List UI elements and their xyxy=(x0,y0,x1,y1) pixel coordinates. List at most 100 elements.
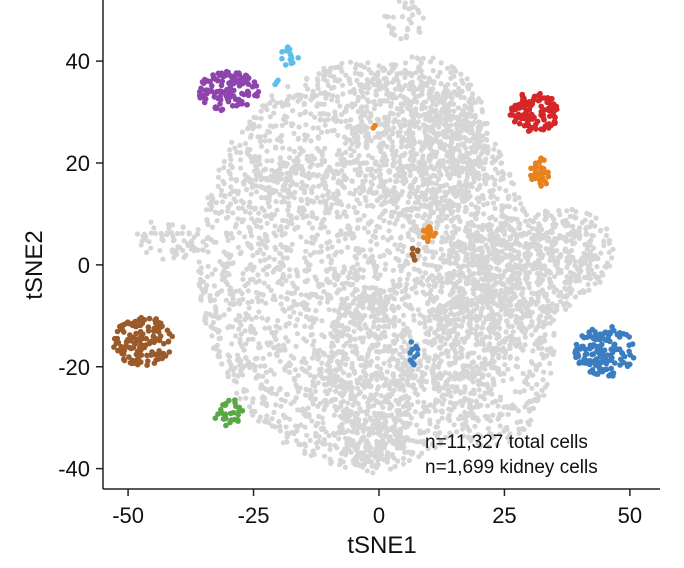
background-cell-point xyxy=(401,117,407,123)
background-cell-point xyxy=(365,99,372,105)
background-cell-point xyxy=(340,350,346,356)
background-cell-point xyxy=(517,221,523,227)
background-cell-point xyxy=(322,352,328,358)
background-cell-point xyxy=(539,227,545,233)
background-cell-point xyxy=(334,152,340,158)
background-cell-point xyxy=(492,254,498,260)
background-cell-point xyxy=(497,325,503,331)
background-cell-point xyxy=(410,98,416,105)
background-cell-point xyxy=(341,185,347,191)
background-cell-point xyxy=(181,238,187,244)
background-cell-point xyxy=(264,158,270,164)
background-cell-point xyxy=(388,235,394,241)
background-cell-point xyxy=(210,319,216,326)
background-cell-point xyxy=(490,193,496,199)
background-cell-point xyxy=(361,368,367,374)
background-cell-point xyxy=(447,292,453,298)
background-cell-point xyxy=(428,211,434,217)
background-cell-point xyxy=(341,109,348,115)
background-cell-point xyxy=(250,396,256,402)
background-cell-point xyxy=(492,166,499,172)
background-cell-point xyxy=(264,340,270,346)
background-cell-point xyxy=(549,243,555,250)
background-cell-point xyxy=(397,429,404,435)
background-cell-point xyxy=(309,418,315,424)
background-cell-point xyxy=(321,216,327,222)
background-cell-point xyxy=(598,250,604,256)
background-cell-point xyxy=(540,304,546,310)
background-cell-point xyxy=(200,239,206,245)
background-cell-point xyxy=(430,239,436,245)
background-cell-point xyxy=(255,168,261,174)
background-cell-point xyxy=(272,144,279,150)
background-cell-point xyxy=(476,367,482,373)
background-cell-point xyxy=(523,241,529,247)
background-cell-point xyxy=(471,277,477,283)
background-cell-point xyxy=(441,397,447,403)
background-cell-point xyxy=(298,185,304,191)
background-cell-point xyxy=(507,431,513,437)
background-cell-point xyxy=(347,145,353,152)
background-cell-point xyxy=(461,389,467,395)
background-cell-point xyxy=(587,262,593,268)
background-cell-point xyxy=(451,271,457,277)
background-cell-point xyxy=(601,238,607,244)
background-cell-point xyxy=(291,398,297,404)
background-cell-point xyxy=(344,418,351,424)
background-cell-point xyxy=(280,412,287,418)
background-cell-point xyxy=(470,286,476,292)
background-cell-point xyxy=(421,111,428,118)
background-cell-point xyxy=(191,234,197,240)
background-cell-point xyxy=(458,285,464,291)
background-cell-point xyxy=(228,184,234,190)
background-cell-point xyxy=(507,171,513,177)
background-cell-point xyxy=(361,213,367,219)
background-cell-point xyxy=(437,360,443,366)
background-cell-point xyxy=(284,114,290,120)
background-cell-point xyxy=(525,260,531,267)
background-cell-point xyxy=(474,254,480,260)
background-cell-point xyxy=(387,343,393,349)
background-cell-point xyxy=(256,309,262,315)
background-cell-point xyxy=(269,158,275,164)
background-cell-point xyxy=(277,423,283,429)
background-cell-point xyxy=(486,372,492,378)
background-cell-point xyxy=(398,70,404,76)
background-cell-point xyxy=(486,300,492,306)
background-cell-point xyxy=(399,188,406,195)
background-cell-point xyxy=(349,141,355,147)
background-cell-point xyxy=(377,101,383,107)
background-cell-point xyxy=(577,289,583,296)
background-cell-point xyxy=(312,388,319,394)
background-cell-point xyxy=(389,380,396,386)
background-cell-point xyxy=(306,365,312,371)
background-cell-point xyxy=(278,403,284,409)
background-cell-point xyxy=(340,91,346,97)
background-cell-point xyxy=(410,450,416,456)
background-cell-point xyxy=(230,260,236,266)
background-cell-point xyxy=(365,60,371,66)
background-cell-point xyxy=(330,382,336,388)
background-cell-point xyxy=(371,98,377,105)
background-cell-point xyxy=(425,358,431,364)
background-cell-point xyxy=(237,361,243,367)
background-cell-point xyxy=(450,234,456,240)
background-cell-point xyxy=(422,212,428,218)
background-cell-point xyxy=(152,230,158,236)
background-cell-point xyxy=(326,253,332,259)
background-cell-point xyxy=(468,82,474,88)
background-cell-point xyxy=(537,243,543,249)
background-cell-point xyxy=(493,398,499,404)
background-cell-point xyxy=(411,375,417,381)
background-cell-point xyxy=(344,295,350,301)
background-cell-point xyxy=(420,289,426,295)
background-cell-point xyxy=(381,67,387,74)
background-cell-point xyxy=(410,146,416,152)
background-cell-point xyxy=(552,240,559,246)
background-cell-point xyxy=(216,167,222,173)
background-cell-point xyxy=(288,247,294,254)
background-cell-point xyxy=(207,201,213,207)
background-cell-point xyxy=(349,130,356,136)
background-cell-point xyxy=(271,293,277,299)
background-cell-point xyxy=(465,354,471,360)
